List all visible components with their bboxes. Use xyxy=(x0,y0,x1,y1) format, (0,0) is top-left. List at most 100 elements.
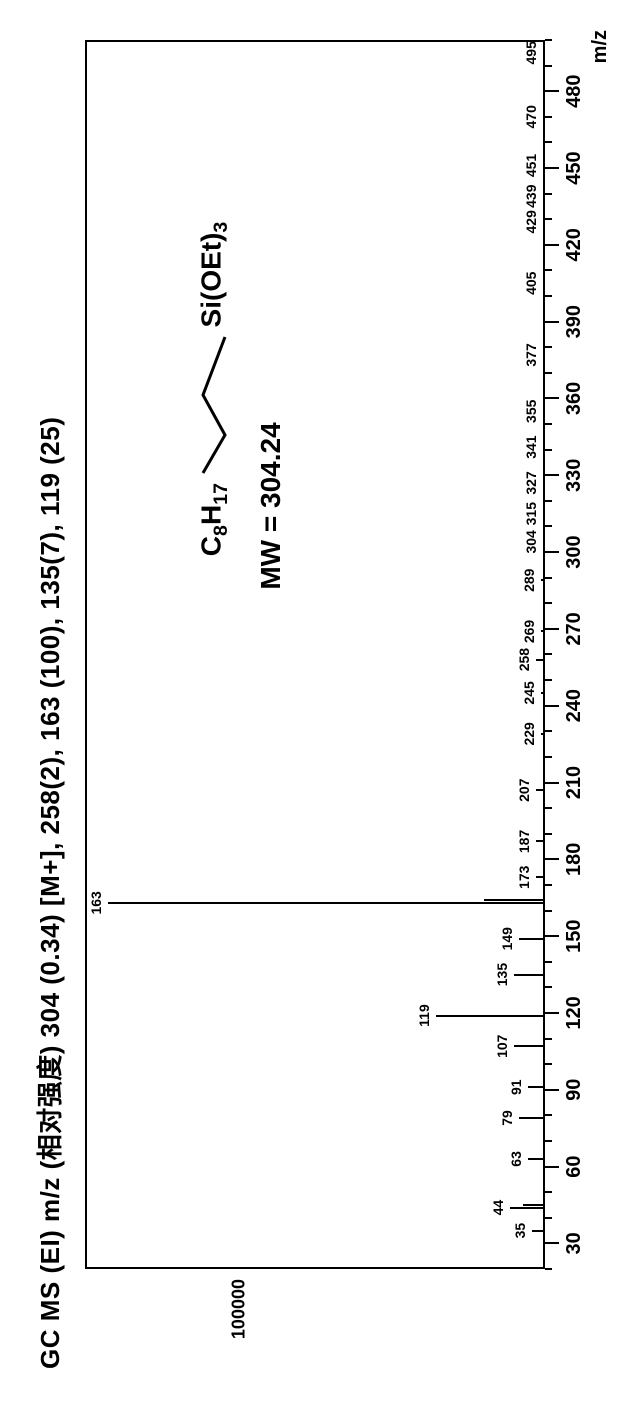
x-tick-label: 150 xyxy=(563,919,586,952)
peak-label: 187 xyxy=(516,830,532,853)
peak-label: 44 xyxy=(490,1200,506,1216)
x-tick-label: 240 xyxy=(563,689,586,722)
x-tick-label: 390 xyxy=(563,305,586,338)
x-major-tick xyxy=(545,167,559,169)
x-minor-tick xyxy=(545,756,552,758)
peak-label: 35 xyxy=(512,1223,528,1239)
peak-label: 315 xyxy=(523,502,539,525)
mass-peak xyxy=(484,899,545,901)
peak-label: 63 xyxy=(508,1151,524,1167)
x-minor-tick xyxy=(545,654,552,656)
x-axis: m/z 306090120150180210240270300330360390… xyxy=(545,40,615,1269)
mass-peak xyxy=(519,1117,545,1119)
x-minor-tick xyxy=(545,986,552,988)
peak-label: 149 xyxy=(499,927,515,950)
x-minor-tick xyxy=(545,65,552,67)
mass-peak xyxy=(510,1207,545,1209)
x-minor-tick xyxy=(545,449,552,451)
x-major-tick xyxy=(545,551,559,553)
x-major-tick xyxy=(545,1089,559,1091)
mass-peak xyxy=(536,659,545,661)
x-tick-label: 30 xyxy=(563,1232,586,1254)
mass-peak xyxy=(528,1086,545,1088)
x-minor-tick xyxy=(545,372,552,374)
mol-left-h: H xyxy=(195,505,226,525)
x-minor-tick xyxy=(545,1217,552,1219)
x-minor-tick xyxy=(545,1038,552,1040)
x-major-tick xyxy=(545,1012,559,1014)
peak-label: 377 xyxy=(523,343,539,366)
x-minor-tick xyxy=(545,1268,552,1270)
x-major-tick xyxy=(545,397,559,399)
peak-label: 79 xyxy=(499,1110,515,1126)
x-major-tick xyxy=(545,1166,559,1168)
x-tick-label: 360 xyxy=(563,382,586,415)
mass-peak xyxy=(514,1045,545,1047)
mol-right: Si(OEt) xyxy=(195,233,226,328)
mass-peak xyxy=(536,789,545,791)
peak-label: 451 xyxy=(523,154,539,177)
x-major-tick xyxy=(545,705,559,707)
x-major-tick xyxy=(545,1242,559,1244)
y-axis: 100000 xyxy=(85,1269,615,1369)
chart-title: GC MS (EI) m/z (相对强度) 304 (0.34) [M+], 2… xyxy=(30,40,67,1369)
x-tick-label: 480 xyxy=(563,75,586,108)
x-minor-tick xyxy=(545,116,552,118)
x-minor-tick xyxy=(545,141,552,143)
mass-peak xyxy=(514,974,545,976)
x-minor-tick xyxy=(545,602,552,604)
x-minor-tick xyxy=(545,1140,552,1142)
mass-peak xyxy=(532,1230,545,1232)
x-minor-tick xyxy=(545,910,552,912)
mass-peak xyxy=(108,902,545,904)
x-major-tick xyxy=(545,782,559,784)
x-minor-tick xyxy=(545,295,552,297)
x-major-tick xyxy=(545,244,559,246)
peak-label: 135 xyxy=(494,963,510,986)
x-minor-tick xyxy=(545,1063,552,1065)
x-tick-label: 120 xyxy=(563,996,586,1029)
peak-label: 119 xyxy=(416,1004,432,1027)
x-minor-tick xyxy=(545,833,552,835)
mol-left-h-sub: 17 xyxy=(210,483,232,505)
peak-label: 107 xyxy=(494,1035,510,1058)
peak-label: 245 xyxy=(521,681,537,704)
x-major-tick xyxy=(545,935,559,937)
y-tick-label: 100000 xyxy=(228,1279,249,1339)
plot-area: 100000 354463799110711913514916317318720… xyxy=(85,40,615,1369)
x-tick-label: 90 xyxy=(563,1079,586,1101)
x-minor-tick xyxy=(545,730,552,732)
x-minor-tick xyxy=(545,577,552,579)
x-tick-label: 300 xyxy=(563,535,586,568)
peak-label: 327 xyxy=(523,471,539,494)
peak-label: 439 xyxy=(523,185,539,208)
x-minor-tick xyxy=(545,269,552,271)
x-major-tick xyxy=(545,858,559,860)
peak-label: 173 xyxy=(516,866,532,889)
mass-peak xyxy=(528,1158,545,1160)
x-tick-label: 270 xyxy=(563,612,586,645)
x-minor-tick xyxy=(545,1191,552,1193)
x-major-tick xyxy=(545,474,559,476)
molecule-chain-icon xyxy=(195,335,231,475)
molecule-annotation: C8H17 Si(OEt)3 xyxy=(195,222,233,557)
peak-label: 470 xyxy=(523,105,539,128)
mass-peak xyxy=(519,938,545,940)
x-tick-label: 420 xyxy=(563,228,586,261)
mass-peak xyxy=(436,1015,545,1017)
mol-right-sub: 3 xyxy=(210,222,232,233)
rotated-figure: GC MS (EI) m/z (相对强度) 304 (0.34) [M+], 2… xyxy=(0,0,640,1409)
peak-label: 304 xyxy=(523,530,539,553)
x-tick-label: 450 xyxy=(563,151,586,184)
peak-label: 163 xyxy=(88,891,104,914)
mass-peak xyxy=(536,876,545,878)
mol-left-c: C xyxy=(195,536,226,556)
peak-label: 289 xyxy=(521,569,537,592)
peak-label: 258 xyxy=(516,648,532,671)
x-minor-tick xyxy=(545,218,552,220)
peak-label: 495 xyxy=(523,41,539,64)
peak-label: 429 xyxy=(523,210,539,233)
peak-label: 229 xyxy=(521,722,537,745)
x-minor-tick xyxy=(545,1114,552,1116)
x-major-tick xyxy=(545,321,559,323)
